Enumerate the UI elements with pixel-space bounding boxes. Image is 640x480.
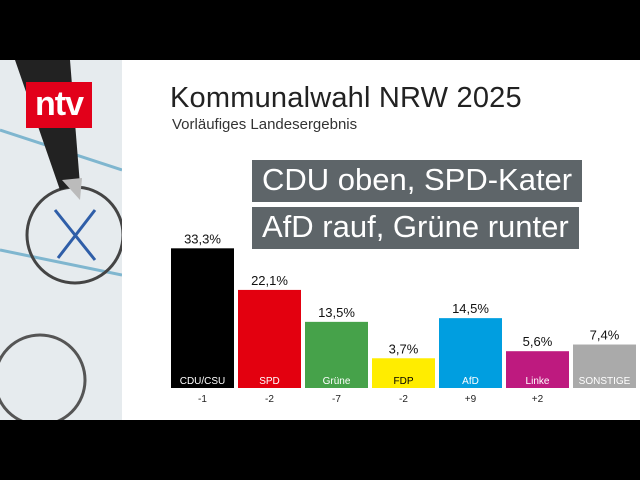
bar-1 — [238, 289, 301, 372]
headline-line-2: AfD rauf, Grüne runter — [252, 207, 579, 249]
category-box-5 — [506, 372, 569, 388]
category-box-6 — [573, 372, 636, 388]
category-box-4 — [439, 372, 502, 388]
category-label-1: SPD — [259, 376, 280, 387]
change-label-0: -1 — [198, 394, 207, 405]
broadcast-frame: ntv Kommunalwahl NRW 2025 Vorläufiges La… — [0, 60, 640, 420]
category-label-5: Linke — [526, 376, 550, 387]
change-label-2: -7 — [332, 394, 341, 405]
change-label-4: +9 — [465, 394, 477, 405]
category-label-0: CDU/CSU — [180, 376, 226, 387]
value-label-0: 33,3% — [184, 231, 221, 246]
headline-line-1: CDU oben, SPD-Kater — [252, 160, 583, 202]
chart-subtitle: Vorläufiges Landesergebnis — [172, 116, 358, 133]
ballot-photo: ntv — [0, 60, 122, 420]
bar-0 — [171, 248, 234, 372]
value-label-4: 14,5% — [452, 301, 489, 316]
value-label-6: 7,4% — [590, 328, 620, 343]
value-label-1: 22,1% — [251, 273, 288, 288]
category-label-2: Grüne — [323, 376, 351, 387]
category-box-2 — [305, 372, 368, 388]
bar-4 — [439, 318, 502, 372]
value-label-2: 13,5% — [318, 305, 355, 320]
category-box-0 — [171, 372, 234, 388]
chart-title: Kommunalwahl NRW 2025 — [170, 82, 522, 114]
bar-2 — [305, 321, 368, 372]
ntv-logo: ntv — [26, 82, 92, 128]
bar-3 — [372, 358, 435, 372]
category-box-3 — [372, 372, 435, 388]
change-label-5: +2 — [532, 394, 544, 405]
value-label-5: 5,6% — [523, 334, 553, 349]
category-box-1 — [238, 372, 301, 388]
change-label-1: -2 — [265, 394, 274, 405]
bar-5 — [506, 351, 569, 372]
category-label-3: FDP — [394, 376, 414, 387]
change-label-3: -2 — [399, 394, 408, 405]
category-label-4: AfD — [462, 376, 479, 387]
bar-chart: 33,3% CDU/CSU -1 22,1% SPD -2 13,5% Grüne -7 3,7%… — [171, 231, 636, 405]
bar-6 — [573, 344, 636, 372]
category-label-6: SONSTIGE — [579, 376, 631, 387]
value-label-3: 3,7% — [389, 341, 419, 356]
